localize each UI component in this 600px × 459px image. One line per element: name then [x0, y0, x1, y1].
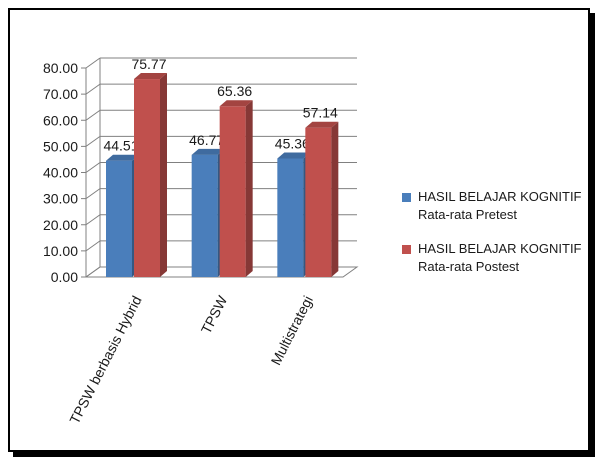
grid-line-side: [85, 214, 101, 226]
x-tick-label: TPSW: [198, 292, 231, 336]
bar: [305, 127, 332, 278]
grid-line-side: [85, 109, 101, 121]
bar: [219, 106, 246, 277]
bar-top: [219, 100, 253, 107]
bar-top: [106, 154, 139, 161]
bar: [134, 79, 160, 277]
bar-top: [191, 148, 225, 155]
legend-swatch-postest: [402, 245, 411, 254]
legend-swatch-pretest: [402, 193, 411, 202]
grid-line-side: [85, 135, 101, 147]
grid-line-side: [85, 188, 101, 200]
y-tick-label: 0.00: [51, 269, 78, 285]
data-label: 75.77: [131, 56, 166, 72]
x-tick-label: Multistrategi: [267, 293, 316, 368]
y-tick-label: 60.00: [43, 112, 78, 128]
chart-frame: 0.00 10.00 20.00 30.00 40.00 50.00 60.00 70.00 8…: [8, 8, 590, 452]
data-label: 65.36: [217, 83, 252, 99]
legend-label-line2: Rata-rata Pretest: [418, 207, 517, 222]
bar-side: [331, 121, 339, 278]
legend-label-line2: Rata-rata Postest: [418, 259, 520, 274]
y-tick-label: 80.00: [43, 60, 78, 76]
grid-line-side: [85, 83, 101, 95]
y-tick-label: 40.00: [43, 165, 78, 181]
legend-label-line1: HASIL BELAJAR KOGNITIF: [418, 189, 582, 204]
legend-label-line1: HASIL BELAJAR KOGNITIF: [418, 241, 582, 256]
bar: [106, 160, 132, 277]
grid-line-side: [85, 240, 101, 252]
bar: [277, 158, 304, 277]
data-label: 57.14: [303, 105, 338, 121]
y-tick-label: 50.00: [43, 138, 78, 154]
data-label: 45.36: [275, 135, 310, 151]
y-tick-label: 70.00: [43, 86, 78, 102]
bar-top: [134, 73, 167, 80]
bar-chart: 0.00 10.00 20.00 30.00 40.00 50.00 60.00 70.00 8…: [43, 56, 359, 427]
x-tick-label: TPSW berbasis Hybrid: [66, 293, 145, 426]
y-tick-label: 10.00: [43, 243, 78, 259]
grid-line-side: [85, 162, 101, 173]
bar-side: [160, 73, 167, 277]
legend-item-postest: HASIL BELAJAR KOGNITIF Rata-rata Postest: [402, 240, 600, 276]
bar-side: [245, 100, 253, 277]
legend: HASIL BELAJAR KOGNITIF Rata-rata Pretest…: [402, 188, 600, 292]
legend-item-pretest: HASIL BELAJAR KOGNITIF Rata-rata Pretest: [402, 188, 600, 224]
y-tick-label: 20.00: [43, 217, 78, 233]
data-label: 44.51: [103, 138, 138, 154]
bar-top: [305, 121, 339, 128]
bar: [191, 154, 218, 277]
bar-top: [277, 152, 311, 159]
data-label: 46.77: [189, 132, 224, 148]
y-tick-label: 30.00: [43, 191, 78, 207]
grid-line-side: [85, 57, 101, 69]
floor: [84, 266, 359, 278]
